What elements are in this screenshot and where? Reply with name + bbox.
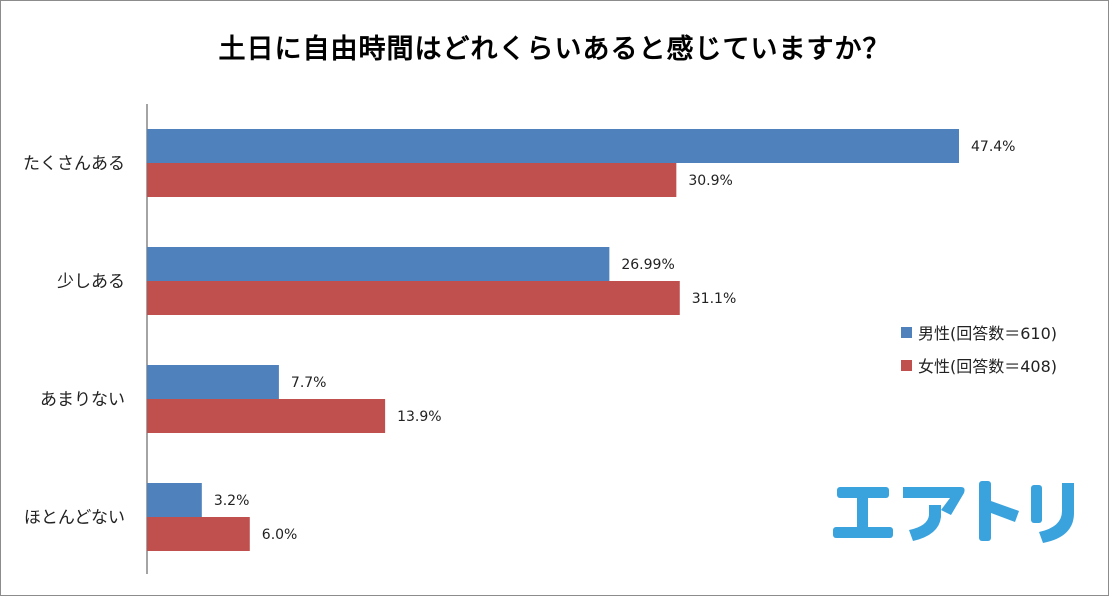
logo-stroke <box>979 481 991 541</box>
bar-male <box>147 365 279 399</box>
data-label: 31.1% <box>692 291 736 307</box>
legend-swatch-male <box>901 326 912 338</box>
data-label: 7.7% <box>291 375 327 391</box>
logo-stroke <box>991 501 1019 522</box>
logo-stroke <box>1039 483 1074 543</box>
data-label: 6.0% <box>262 527 298 543</box>
logo-stroke <box>903 487 965 515</box>
logo-stroke <box>909 505 941 541</box>
bar-male <box>147 247 610 281</box>
logo-stroke <box>857 487 868 537</box>
logo-stroke <box>833 527 893 538</box>
data-label: 26.99% <box>621 257 674 273</box>
data-label: 3.2% <box>214 493 250 509</box>
bar-male <box>147 129 959 163</box>
category-label: あまりない <box>40 390 125 410</box>
bar-female <box>147 517 250 551</box>
data-label: 47.4% <box>971 139 1015 155</box>
category-label: 少しある <box>57 272 125 292</box>
legend-swatch-female <box>901 359 912 371</box>
legend-item-female: 女性(回答数＝408) <box>901 354 1057 376</box>
data-label: 13.9% <box>397 409 441 425</box>
bar-female <box>147 281 680 315</box>
category-label: たくさんある <box>23 154 125 174</box>
legend-label-male: 男性(回答数＝610) <box>918 324 1058 343</box>
bar-male <box>147 483 202 517</box>
legend-item-male: 男性(回答数＝610) <box>901 321 1057 343</box>
category-label: ほとんどない <box>24 508 125 528</box>
logo-stroke <box>1031 485 1042 523</box>
bar-female <box>147 399 386 433</box>
legend-label-female: 女性(回答数＝408) <box>918 357 1058 376</box>
airtrip-logo <box>833 481 1074 543</box>
chart-title: 土日に自由時間はどれくらいあると感じていますか？ <box>218 34 891 65</box>
bar-female <box>147 163 677 197</box>
data-label: 30.9% <box>688 173 732 189</box>
legend: 男性(回答数＝610) 女性(回答数＝408) <box>901 321 1057 387</box>
